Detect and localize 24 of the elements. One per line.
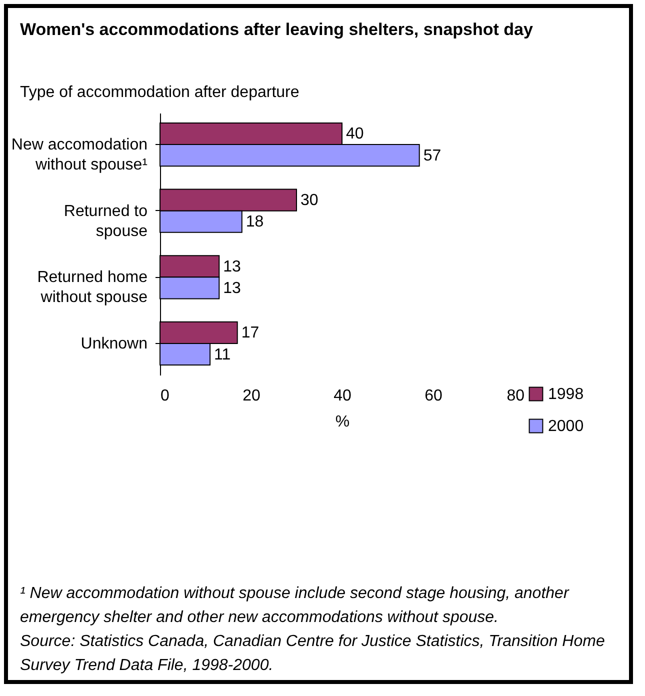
legend-label: 2000 — [548, 418, 584, 435]
y-tick-label: New accomodation without spouse¹ — [11, 136, 148, 174]
data-label: 13 — [223, 280, 242, 297]
data-label: 11 — [214, 346, 231, 364]
text: ¹ New accommodation without spouse include second stage housing, another emergency shelter and other new accommodations without spouse. — [20, 584, 570, 628]
x-tick-label: 20 — [242, 388, 260, 404]
data-label: 17 — [241, 324, 260, 342]
y-tick-label: Returned home without spouse — [37, 269, 148, 306]
data-label: 13 — [223, 258, 242, 276]
chart-title: Women's accommodations after leaving shelters, snapshot day — [20, 19, 534, 41]
y-tick-label: Returned to spouse — [64, 202, 148, 240]
data-label: 40 — [346, 126, 364, 143]
x-axis-title: % — [335, 414, 350, 430]
data-label: 30 — [300, 192, 318, 210]
x-tick-label: 40 — [334, 388, 352, 404]
x-tick-label: 60 — [424, 388, 442, 404]
chart-subtitle: Type of accommodation after departure — [20, 84, 300, 102]
x-tick-label: 0 — [160, 388, 170, 404]
source-note: Source: Statistics Canada, Canadian Centre for Justice Statistics, Transition Home Survey Trend Data File, 1998-2000. — [20, 632, 606, 676]
y-tick-label: Unknown — [80, 335, 148, 352]
x-tick-label: 80 — [506, 388, 525, 404]
data-label: 18 — [246, 214, 264, 231]
legend-label: 1998 — [548, 386, 584, 403]
data-label: 57 — [423, 147, 442, 164]
